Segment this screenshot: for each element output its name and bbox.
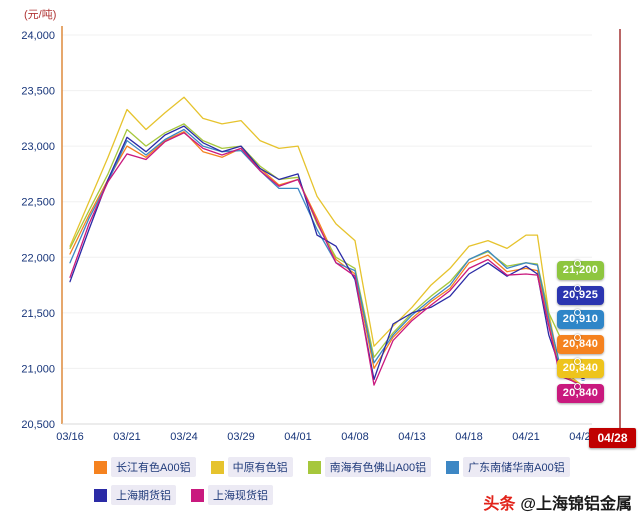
legend-label: 长江有色A00铝 xyxy=(111,457,196,477)
price-badge: 20,840 xyxy=(557,334,604,354)
legend-swatch xyxy=(94,488,107,502)
y-axis-label: 23,000 xyxy=(21,141,55,153)
series-line xyxy=(69,128,584,380)
y-axis-label: 23,500 xyxy=(21,86,55,98)
legend-label: 上海现货铝 xyxy=(208,485,273,505)
legend-swatch xyxy=(94,460,107,474)
legend-item: 长江有色A00铝 xyxy=(94,457,196,477)
legend-row: 长江有色A00铝 中原有色铝 南海有色佛山A00铝 广东南储华南A00铝 xyxy=(94,457,585,477)
series-line xyxy=(69,132,584,387)
x-axis-label: 04/08 xyxy=(341,431,369,443)
legend-label: 上海期货铝 xyxy=(111,485,176,505)
badge-leader-dot xyxy=(574,383,581,390)
current-date-badge: 04/28 xyxy=(589,428,636,448)
watermark-handle: @上海锦铝金属 xyxy=(520,496,632,513)
legend-swatch xyxy=(210,460,224,474)
y-axis-label: 21,500 xyxy=(21,308,55,320)
legend-item: 南海有色佛山A00铝 xyxy=(307,457,432,477)
legend-label: 南海有色佛山A00铝 xyxy=(324,457,432,477)
watermark-brand: 头条 xyxy=(483,496,516,513)
legend-label: 广东南储华南A00铝 xyxy=(463,457,570,477)
badge-leader-dot xyxy=(574,260,581,267)
series-line xyxy=(69,125,584,381)
price-badge: 21,200 xyxy=(557,261,604,280)
x-axis-label: 04/13 xyxy=(398,431,426,443)
y-axis-label: 22,500 xyxy=(21,197,55,209)
legend-swatch xyxy=(307,460,321,474)
x-axis-label: 04/01 xyxy=(284,431,312,443)
badge-leader-dot xyxy=(574,309,581,317)
price-badge: 20,925 xyxy=(557,285,604,305)
legend-item: 上海期货铝 xyxy=(94,485,176,505)
x-axis-label: 03/21 xyxy=(113,431,141,443)
legend-item: 广东南储华南A00铝 xyxy=(446,457,570,477)
legend-swatch xyxy=(446,460,460,474)
x-axis-label: 04/21 xyxy=(512,431,540,443)
x-axis-label: 03/29 xyxy=(227,431,255,443)
badge-leader-dot xyxy=(574,284,581,292)
legend-row: 上海期货铝 上海现货铝 xyxy=(94,485,585,505)
legend-label: 中原有色铝 xyxy=(227,457,293,477)
series-line xyxy=(69,131,584,387)
x-axis-label: 03/24 xyxy=(170,431,198,443)
badge-leader-dot xyxy=(574,333,581,341)
legend-item: 上海现货铝 xyxy=(191,485,273,505)
price-line-chart: 24,000 23,500 23,000 22,500 22,000 21,500 21,0… xyxy=(21,26,621,443)
x-axis-label: 03/16 xyxy=(56,431,84,443)
y-axis-label: 20,500 xyxy=(21,419,55,431)
price-badge: 20,840 xyxy=(557,359,604,379)
y-axis-unit-label: (元/吨) xyxy=(24,9,57,21)
badge-leader-dot xyxy=(574,358,581,366)
price-badge: 20,840 xyxy=(557,384,604,403)
y-axis-label: 22,000 xyxy=(21,252,55,264)
y-axis-label: 24,000 xyxy=(21,30,55,42)
x-axis-label: 04/18 xyxy=(455,431,483,443)
legend-swatch xyxy=(191,488,204,502)
watermark: 头条 @上海锦铝金属 xyxy=(477,488,634,516)
legend-item: 中原有色铝 xyxy=(210,457,293,477)
y-axis-label: 21,000 xyxy=(21,363,55,375)
series-line xyxy=(69,96,584,387)
chart-legend: 长江有色A00铝 中原有色铝 南海有色佛山A00铝 广东南储华南A00铝 上海期货铝 上海… xyxy=(94,457,585,513)
price-badge: 20,910 xyxy=(557,310,604,330)
